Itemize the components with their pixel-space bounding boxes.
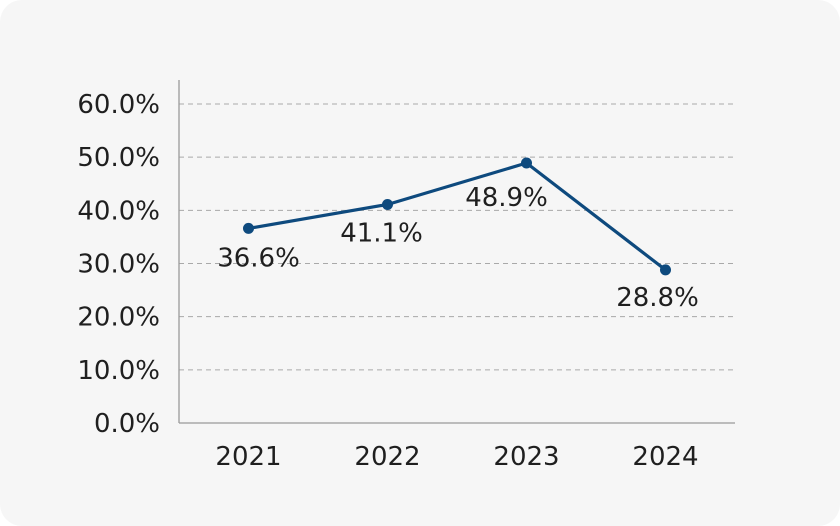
y-tick-label: 0.0% <box>94 409 160 439</box>
y-tick-label: 60.0% <box>77 90 160 120</box>
data-label: 28.8% <box>616 283 699 313</box>
y-axis-ticks: 0.0% 10.0% 20.0% 30.0% 40.0% 50.0% 60.0% <box>77 90 160 439</box>
data-label: 48.9% <box>465 183 548 213</box>
data-label: 36.6% <box>217 243 300 273</box>
series-group <box>243 157 671 276</box>
x-tick-label: 2022 <box>354 442 420 472</box>
data-labels: 36.6% 41.1% 48.9% 28.8% <box>217 183 699 313</box>
y-tick-label: 50.0% <box>77 143 160 173</box>
series-line <box>246 161 668 272</box>
axes <box>178 80 735 424</box>
data-point <box>660 264 671 276</box>
y-tick-label: 40.0% <box>77 196 160 226</box>
x-tick-label: 2021 <box>215 442 281 472</box>
gridlines <box>179 103 735 371</box>
y-tick-label: 10.0% <box>77 356 160 386</box>
data-label: 41.1% <box>340 218 423 248</box>
x-tick-label: 2024 <box>632 442 698 472</box>
x-tick-label: 2023 <box>493 442 559 472</box>
data-point <box>382 198 393 210</box>
data-point <box>521 157 532 169</box>
x-axis-ticks: 2021 2022 2023 2024 <box>215 442 698 472</box>
y-tick-label: 20.0% <box>77 303 160 333</box>
data-point <box>243 222 254 234</box>
y-tick-label: 30.0% <box>77 250 160 280</box>
